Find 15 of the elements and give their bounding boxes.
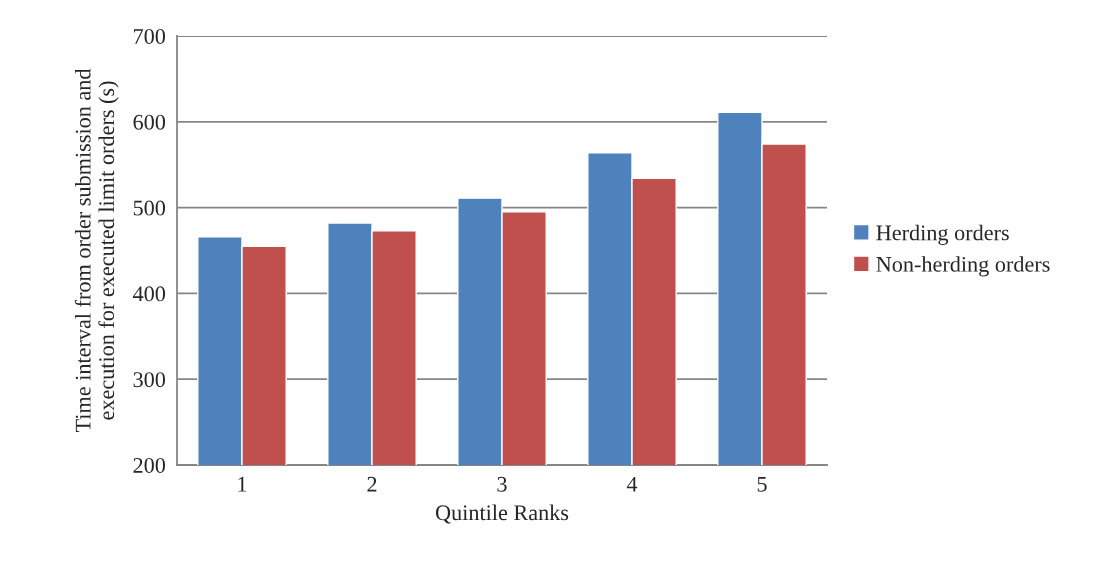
y-tick-label: 700 bbox=[134, 28, 166, 44]
y-tick-label: 300 bbox=[133, 372, 166, 388]
y-axis-title: Time interval from order submission and execution for executed limit orders (s) bbox=[74, 68, 119, 433]
x-axis-title: Quintile Ranks bbox=[435, 504, 569, 524]
x-tick-label: 3 bbox=[497, 476, 507, 492]
legend-label: Herding orders bbox=[876, 224, 1009, 245]
x-tick-label: 2 bbox=[367, 476, 377, 492]
y-tick-label: 600 bbox=[133, 114, 166, 130]
x-tick-label: 5 bbox=[757, 476, 767, 492]
y-tick-label: 400 bbox=[132, 286, 166, 302]
legend-label: Non-herding orders bbox=[876, 256, 1050, 277]
y-tick-label: 500 bbox=[133, 200, 166, 216]
y-tick-label: 200 bbox=[133, 457, 166, 473]
x-tick-label: 4 bbox=[626, 476, 638, 492]
x-tick-label: 1 bbox=[238, 476, 247, 492]
